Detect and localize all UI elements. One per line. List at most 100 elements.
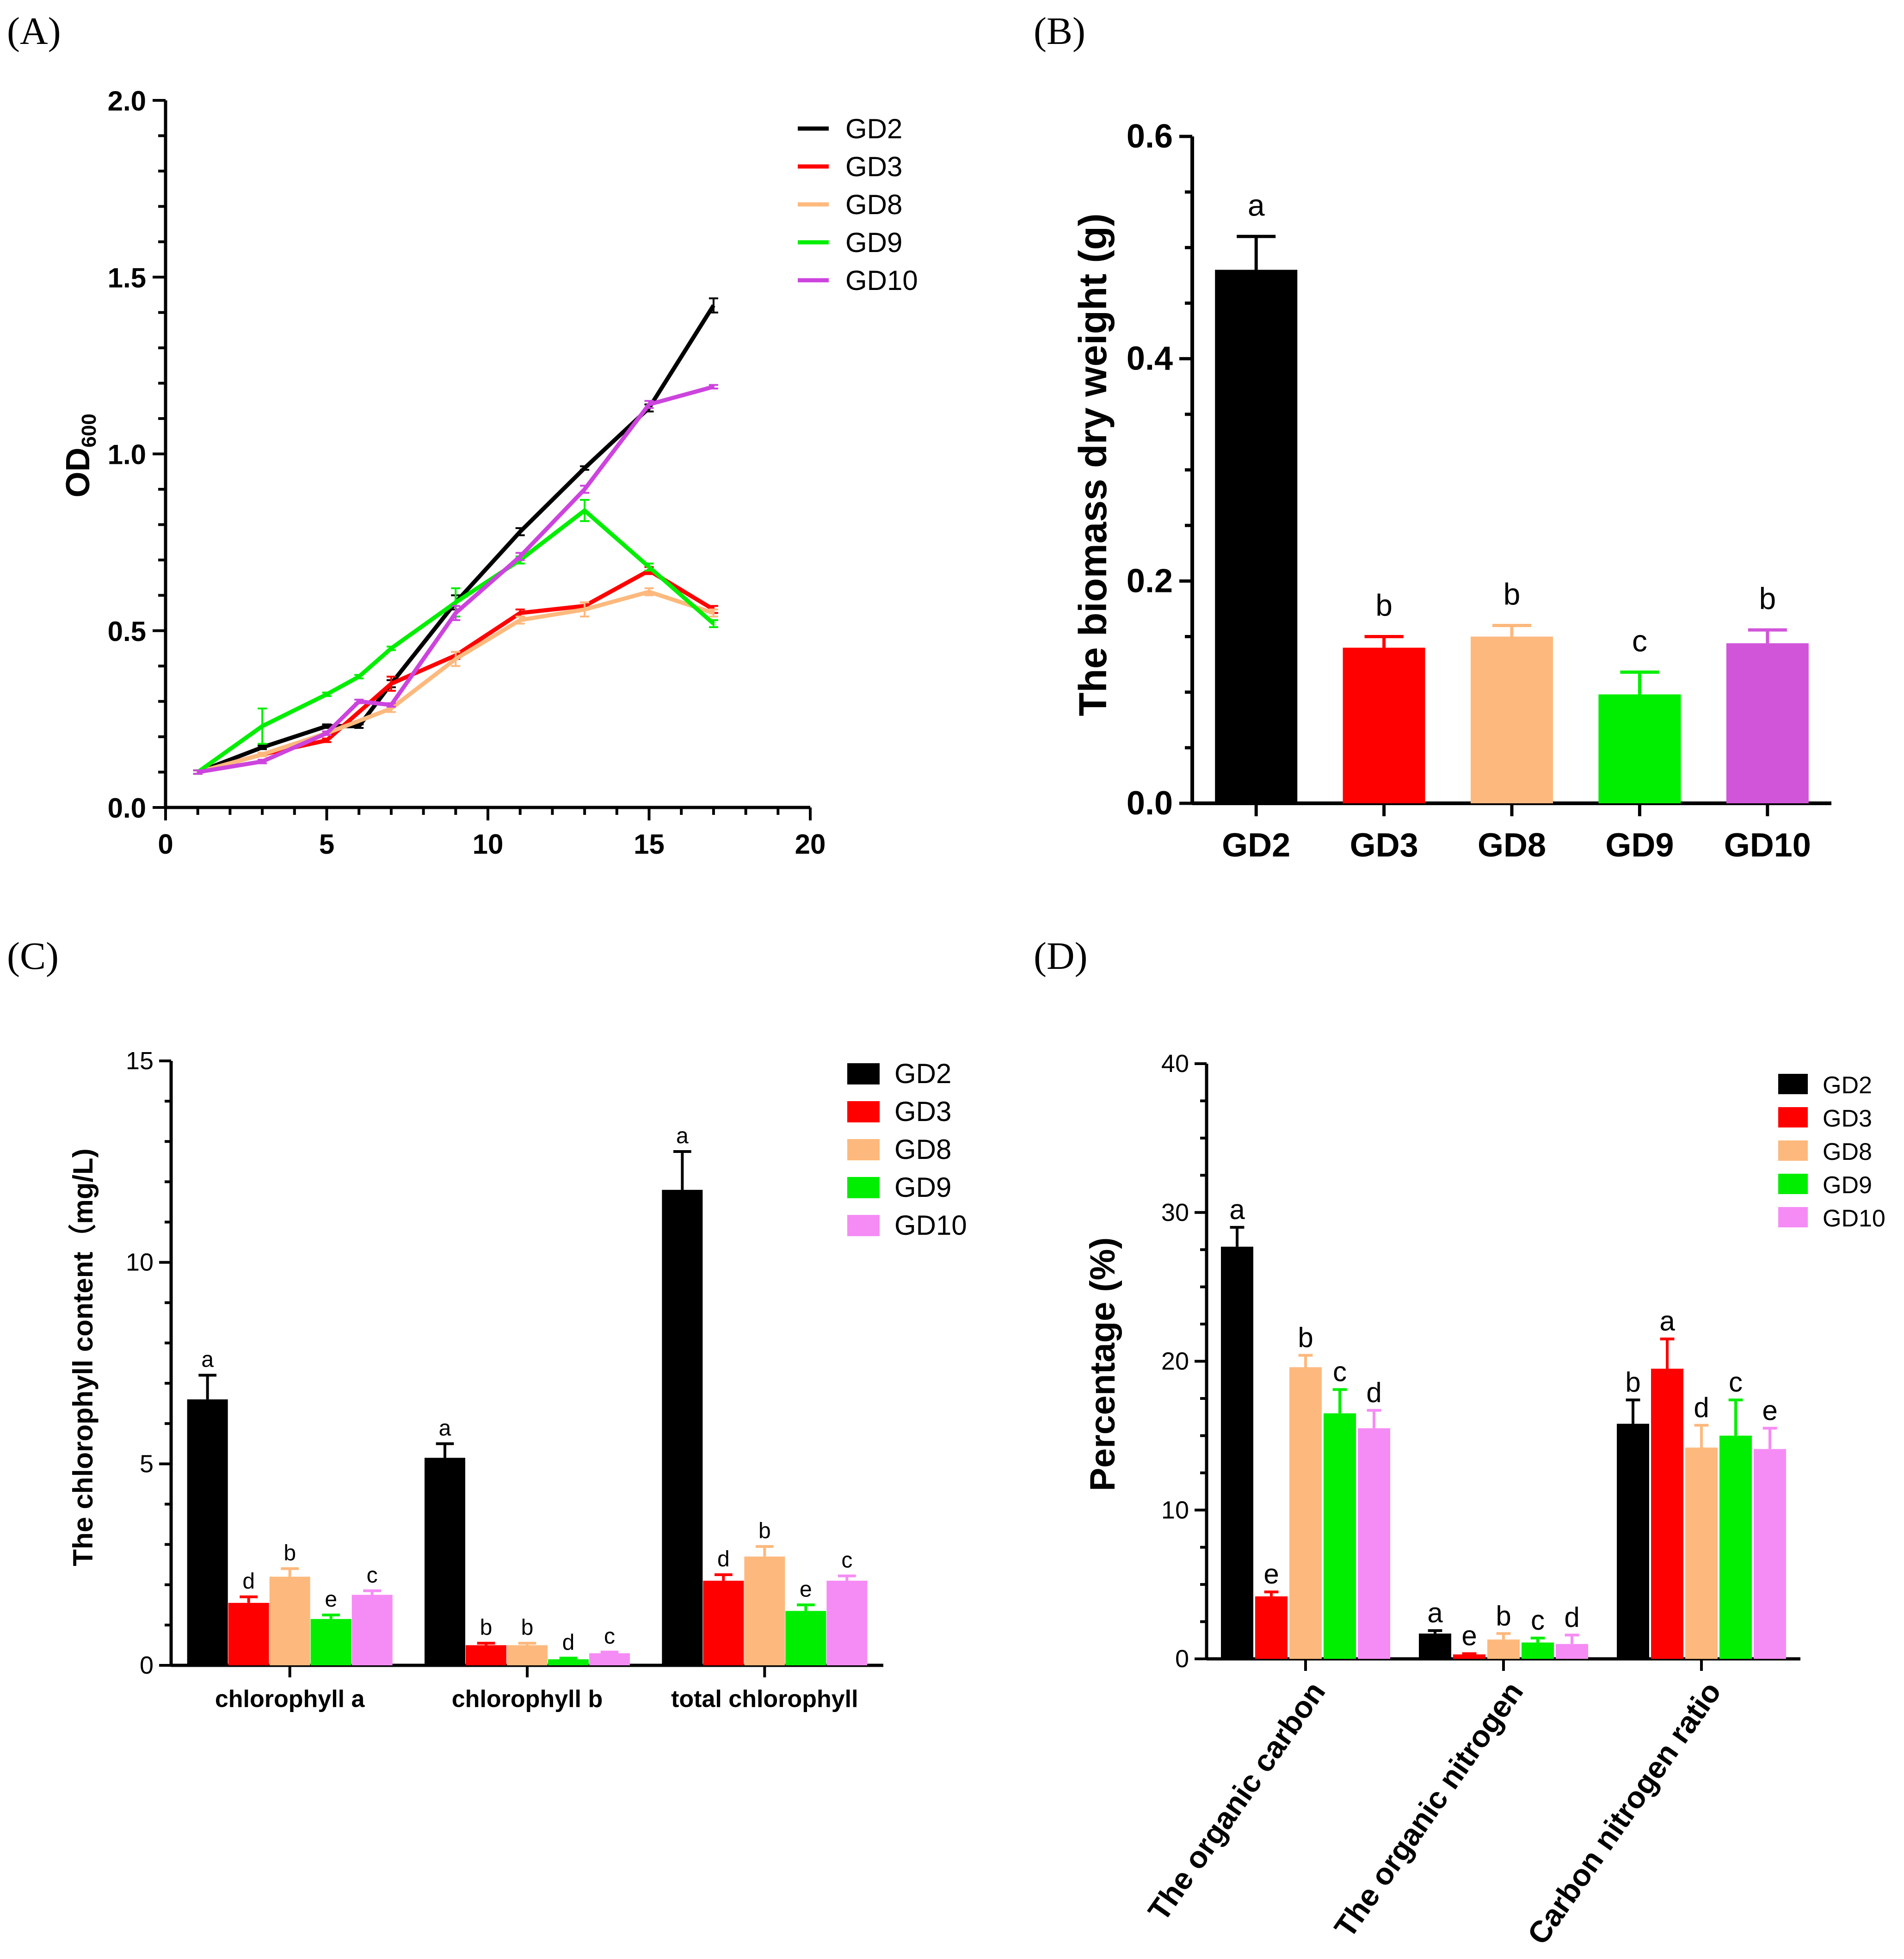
- significance-label: b: [521, 1615, 534, 1640]
- significance-label: b: [283, 1541, 296, 1565]
- bar-gd10: [1726, 643, 1809, 803]
- significance-label: c: [604, 1624, 615, 1649]
- y-tick-label: 0.4: [1127, 340, 1173, 377]
- x-tick-label: GD3: [1350, 827, 1418, 864]
- legend-swatch-gd2: [847, 1063, 880, 1084]
- legend-swatch-gd3: [1778, 1107, 1808, 1127]
- significance-label: c: [367, 1563, 378, 1588]
- bar-gd8: [1471, 636, 1553, 803]
- y-axis-label: The chlorophyll content（mg/L): [68, 1148, 99, 1566]
- significance-label: b: [1298, 1322, 1313, 1353]
- significance-label: a: [1427, 1597, 1443, 1628]
- series-line-gd2: [197, 304, 715, 774]
- significance-label: b: [480, 1615, 493, 1640]
- x-tick-label: 0: [158, 829, 173, 860]
- legend-label-gd3: GD3: [894, 1096, 951, 1127]
- bar-gd10: [1754, 1449, 1786, 1659]
- x-tick-label: chlorophyll a: [215, 1686, 365, 1713]
- bar-gd9: [1522, 1642, 1554, 1659]
- bar-gd2: [187, 1399, 228, 1665]
- significance-label: e: [800, 1577, 812, 1602]
- significance-label: e: [1263, 1559, 1279, 1589]
- x-tick-label: 10: [473, 829, 504, 860]
- bar-gd10: [589, 1653, 630, 1665]
- x-tick-label: GD10: [1724, 827, 1811, 864]
- legend-swatch-gd10: [1778, 1207, 1808, 1227]
- significance-label: c: [841, 1548, 852, 1573]
- significance-label: c: [1729, 1367, 1743, 1398]
- y-tick-label: 20: [1161, 1348, 1189, 1375]
- legend-swatch-gd2: [1778, 1074, 1808, 1094]
- significance-label: a: [676, 1124, 689, 1148]
- bar-gd10: [351, 1595, 393, 1665]
- series-line-gd10: [197, 384, 715, 774]
- y-tick-label: 10: [1161, 1496, 1189, 1524]
- bar-gd8: [269, 1577, 310, 1665]
- y-tick-label: 1.5: [108, 262, 146, 293]
- y-tick-label: 0: [1175, 1645, 1189, 1673]
- significance-label: b: [758, 1519, 771, 1543]
- significance-label: e: [1762, 1395, 1777, 1426]
- significance-label: d: [1564, 1602, 1579, 1633]
- bar-gd3: [228, 1602, 269, 1665]
- y-axis-label: The biomass dry weight (g): [1071, 213, 1115, 716]
- bar-gd3: [1255, 1596, 1288, 1659]
- significance-label: d: [242, 1569, 255, 1594]
- panel-label-b: (B): [1034, 10, 1085, 53]
- legend-swatch-gd8: [847, 1139, 880, 1160]
- bar-gd9: [1598, 694, 1681, 803]
- bar-gd10: [826, 1581, 868, 1665]
- y-tick-label: 5: [140, 1450, 154, 1478]
- x-tick-label: GD9: [1605, 827, 1674, 864]
- significance-label: b: [1759, 581, 1776, 616]
- bar-gd9: [785, 1611, 826, 1665]
- bar-gd2: [1221, 1246, 1253, 1659]
- x-tick-label: total chlorophyll: [671, 1686, 858, 1713]
- bar-gd9: [1719, 1435, 1752, 1659]
- legend-label-gd9: GD9: [894, 1172, 951, 1203]
- x-tick-label: GD8: [1478, 827, 1546, 864]
- y-tick-label: 0.0: [1127, 785, 1173, 822]
- y-tick-label: 0.2: [1127, 562, 1173, 599]
- significance-label: a: [201, 1348, 214, 1372]
- legend-label-gd8: GD8: [894, 1134, 951, 1165]
- legend-swatch-gd9: [1778, 1174, 1808, 1194]
- significance-label: a: [439, 1416, 451, 1441]
- significance-label: a: [1659, 1306, 1675, 1337]
- panel-label-d: (D): [1034, 935, 1088, 978]
- legend-label-gd3: GD3: [845, 151, 902, 182]
- y-axis-label: OD600: [60, 413, 100, 497]
- y-axis-label: Percentage (%): [1083, 1237, 1122, 1491]
- bar-gd9: [1324, 1413, 1356, 1659]
- legend-swatch-gd8: [1778, 1140, 1808, 1161]
- chart-panel-c: 0 5 10 15 The chlorophyll content（mg/L) a d b e c…: [68, 1047, 967, 1713]
- significance-label: d: [562, 1630, 575, 1655]
- legend-label-gd10: GD10: [1823, 1205, 1886, 1232]
- y-tick-label: 1.0: [108, 439, 146, 470]
- significance-label: b: [1375, 588, 1393, 622]
- bar-gd10: [1556, 1644, 1588, 1659]
- chart-panel-a: 0.0 0.5 1.0 1.5 2.0 0 5 10 15 20 OD600 GD2 GD3 GD8 GD9…: [60, 86, 918, 860]
- panel-label-c: (C): [7, 935, 59, 978]
- y-tick-label: 2.0: [108, 86, 146, 117]
- y-tick-label: 0: [140, 1651, 154, 1679]
- legend-label-gd2: GD2: [845, 113, 902, 144]
- legend-label-gd8: GD8: [845, 189, 902, 220]
- significance-label: a: [1248, 188, 1265, 222]
- bar-gd8: [507, 1645, 548, 1665]
- x-tick-label: 5: [319, 829, 334, 860]
- legend-swatch-gd3: [847, 1101, 880, 1122]
- bar-gd8: [744, 1556, 785, 1665]
- x-tick-label: chlorophyll b: [452, 1686, 603, 1713]
- legend-label-gd3: GD3: [1823, 1105, 1872, 1132]
- legend-label-gd2: GD2: [1823, 1072, 1872, 1099]
- bar-gd3: [1343, 647, 1425, 803]
- legend-label-gd10: GD10: [845, 265, 918, 296]
- y-tick-label: 0.0: [108, 793, 146, 824]
- legend-swatch-gd9: [847, 1177, 880, 1198]
- legend-label-gd10: GD10: [894, 1210, 967, 1241]
- significance-label: d: [1694, 1392, 1709, 1423]
- x-tick-label: 15: [634, 829, 665, 860]
- bar-gd2: [662, 1189, 703, 1665]
